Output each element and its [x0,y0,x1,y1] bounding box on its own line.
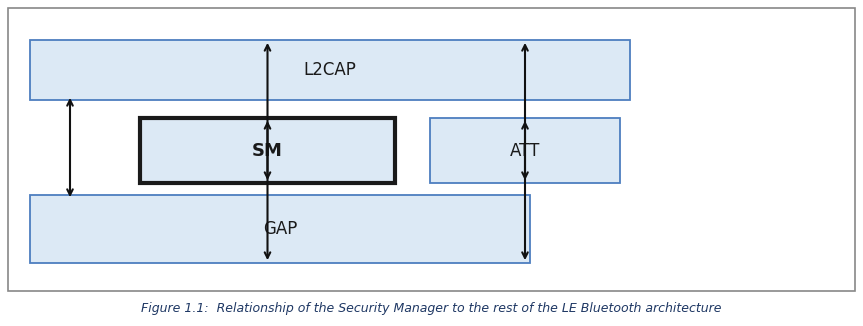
Bar [140,118,395,183]
Text: ATT: ATT [510,141,540,159]
Bar [30,40,630,100]
Text: SM: SM [252,141,283,159]
Bar [430,118,620,183]
Bar [8,8,855,291]
Text: GAP: GAP [263,220,297,238]
Text: L2CAP: L2CAP [304,61,356,79]
Bar [30,195,530,263]
Text: Figure 1.1:  Relationship of the Security Manager to the rest of the LE Bluetoot: Figure 1.1: Relationship of the Security… [142,302,721,315]
